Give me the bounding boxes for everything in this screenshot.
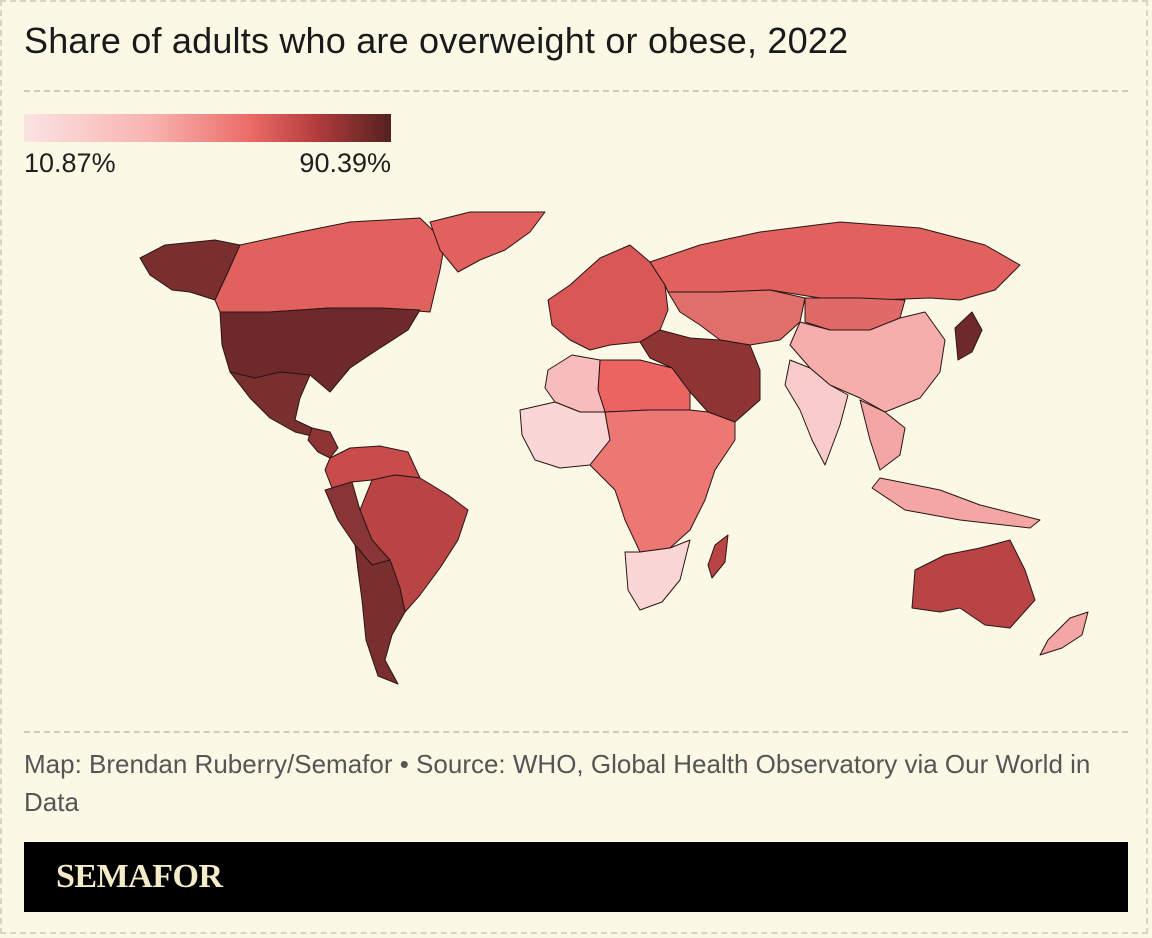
region-mexico [229, 371, 321, 439]
region-southern-africa [624, 539, 691, 611]
region-southeast-asia [859, 399, 1041, 529]
world-map [139, 211, 1089, 685]
region-argentina-chile [354, 544, 406, 685]
region-central-asia [667, 289, 806, 346]
top-divider [24, 90, 1128, 92]
chart-title: Share of adults who are overweight or ob… [24, 20, 849, 61]
region-australia [911, 539, 1036, 629]
region-madagascar [707, 534, 729, 579]
region-central-america [307, 427, 339, 459]
region-central-east-africa [589, 409, 736, 553]
semafor-logo: SEMAFOR [56, 858, 223, 895]
source-credit: Map: Brendan Ruberry/Semafor • Source: W… [24, 749, 1091, 817]
region-india [784, 359, 849, 466]
bottom-divider [24, 731, 1128, 733]
region-canada [214, 217, 446, 313]
region-new-zealand [1039, 611, 1089, 656]
region-russia [649, 221, 1021, 301]
legend-max-label: 90.39% [299, 148, 391, 178]
color-legend: 10.87% 90.39% [24, 114, 391, 180]
brand-footer-bar: SEMAFOR [24, 842, 1128, 912]
legend-gradient-bar [24, 114, 391, 142]
region-japan [954, 311, 983, 361]
region-europe [547, 244, 669, 351]
region-greenland [429, 211, 546, 273]
legend-min-label: 10.87% [24, 148, 116, 178]
